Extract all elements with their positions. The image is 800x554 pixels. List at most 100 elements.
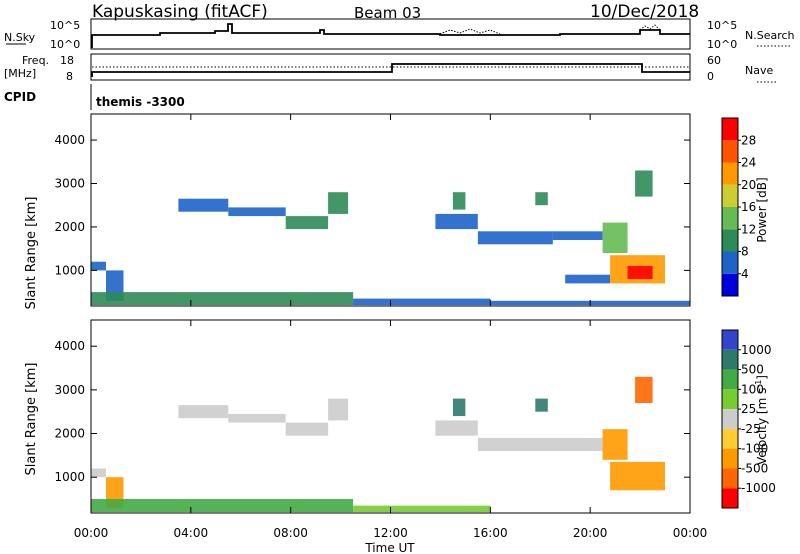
power-echo-region: [477, 231, 553, 245]
velocity-colorbar-tick-label: 1000: [741, 343, 772, 357]
power-colorbar: 4 8 12 16 20 24 28: [721, 117, 756, 297]
power-colorbar-swatch: [722, 118, 738, 141]
power-echo-region: [602, 222, 628, 253]
velocity-echo-region: [635, 376, 653, 403]
velocity-colorbar-tick-label: -25: [741, 422, 761, 436]
power-colorbar-swatch: [722, 207, 738, 230]
freq-tick-top: 18: [60, 54, 74, 67]
freq-label-line2: [MHz]: [4, 67, 36, 80]
cpid-value: themis -3300: [96, 95, 185, 109]
time-axis: 00:00 04:00 08:00 12:00 16:00 20:00 00:00: [74, 114, 708, 540]
velocity-echo-region: [91, 468, 106, 478]
velocity-colorbar-swatch: [722, 428, 738, 449]
velocity-echo-region: [91, 499, 354, 513]
nsearch-tick-bottom: 10^0: [707, 38, 737, 51]
y-tick-label: 3000: [54, 383, 85, 397]
x-tick-label: 20:00: [573, 526, 608, 540]
velocity-colorbar-label-sup: -1: [754, 380, 763, 388]
velocity-colorbar-swatch: [722, 488, 738, 508]
power-colorbar-tick-label: 8: [741, 245, 749, 259]
nave-tick-top: 60: [707, 54, 721, 67]
x-tick-label: 04:00: [174, 526, 209, 540]
power-echo-region: [627, 266, 653, 279]
velocity-colorbar-tick-label: 25: [741, 402, 756, 416]
velocity-y-axis: 1000 2000 3000 4000: [54, 339, 690, 484]
velocity-colorbar-label-end: ]: [755, 375, 769, 380]
velocity-colorbar-swatch: [722, 389, 738, 410]
nsky-series-line: [91, 23, 690, 48]
velocity-plot: [91, 376, 665, 513]
velocity-echo-region: [610, 461, 665, 491]
power-colorbar-swatch: [722, 273, 738, 296]
power-colorbar-tick-label: 12: [741, 222, 756, 236]
power-colorbar-swatch: [722, 229, 738, 252]
velocity-echo-region: [178, 405, 229, 419]
velocity-colorbar-swatch: [722, 330, 738, 350]
velocity-colorbar-frame: [721, 329, 739, 509]
power-echo-region: [328, 192, 349, 214]
velocity-colorbar-tick-label: 100: [741, 382, 764, 396]
x-tick-label: 00:00: [673, 526, 708, 540]
velocity-colorbar-swatch: [722, 349, 738, 370]
power-echo-region: [178, 198, 229, 212]
y-tick-label: 3000: [54, 177, 85, 191]
y-tick-label: 4000: [54, 339, 85, 353]
velocity-colorbar-label-main: Velocity [m s: [755, 388, 769, 465]
power-echo-region: [635, 170, 653, 197]
velocity-echo-region: [602, 429, 628, 460]
velocity-colorbar-swatch: [722, 409, 738, 429]
velocity-echo-region: [328, 398, 349, 421]
power-echo-region: [285, 216, 329, 230]
nave-tick-bottom: 0: [707, 70, 714, 83]
power-echo-region: [552, 231, 603, 240]
y-tick-label: 1000: [54, 263, 85, 277]
power-ylabel: Slant Range [km]: [24, 197, 39, 310]
velocity-colorbar-tick-label: -500: [741, 461, 768, 475]
velocity-colorbar-swatch: [722, 468, 738, 489]
nsearch-tick-top: 10^5: [707, 19, 737, 32]
velocity-colorbar-swatch: [722, 369, 738, 390]
x-tick-label: 08:00: [273, 526, 308, 540]
power-plot: [91, 170, 690, 306]
nsearch-label: N.Search: [745, 29, 795, 42]
station-title: Kapuskasing (fitACF): [92, 2, 268, 22]
x-tick-label: 12:00: [373, 526, 408, 540]
velocity-colorbar-label: Velocity [m s-1]: [754, 375, 769, 465]
power-colorbar-tick-label: 24: [741, 156, 756, 170]
power-colorbar-tick-label: 20: [741, 178, 756, 192]
nsky-tick-top: 10^5: [50, 19, 80, 32]
power-colorbar-swatch: [722, 162, 738, 185]
power-echo-region: [565, 274, 611, 284]
velocity-colorbar: 1000 500 100 25 -25 -100 -500 -1000: [721, 329, 776, 509]
power-colorbar-label: Power [dB]: [755, 177, 769, 242]
freq-panel-frame: [90, 53, 691, 81]
velocity-colorbar-tick-label: -1000: [741, 481, 776, 495]
y-tick-label: 1000: [54, 470, 85, 484]
nsky-label: N.Sky: [4, 31, 36, 44]
x-tick-label: 00:00: [74, 526, 109, 540]
time-axis-label: Time UT: [364, 541, 415, 554]
nsearch-series-line: [439, 24, 661, 35]
power-echo-region: [91, 292, 354, 306]
freq-label-line1: Freq.: [22, 54, 49, 67]
y-tick-label: 2000: [54, 220, 85, 234]
date-label: 10/Dec/2018: [590, 2, 699, 22]
y-tick-label: 4000: [54, 133, 85, 147]
power-echo-region: [435, 213, 478, 230]
beam-label: Beam 03: [354, 4, 421, 22]
power-echo-region: [91, 261, 106, 271]
power-colorbar-swatch: [722, 184, 738, 207]
velocity-echo-region: [452, 398, 466, 417]
power-echo-region: [353, 298, 491, 306]
velocity-colorbar-tick-label: -100: [741, 442, 768, 456]
y-tick-label: 2000: [54, 427, 85, 441]
power-echo-region: [452, 192, 466, 210]
power-colorbar-swatch: [722, 140, 738, 163]
power-colorbar-tick-label: 28: [741, 133, 756, 147]
power-colorbar-tick-label: 16: [741, 200, 756, 214]
x-tick-label: 16:00: [473, 526, 508, 540]
power-colorbar-swatch: [722, 251, 738, 274]
power-echo-region: [535, 192, 548, 206]
cpid-label: CPID: [4, 90, 36, 104]
